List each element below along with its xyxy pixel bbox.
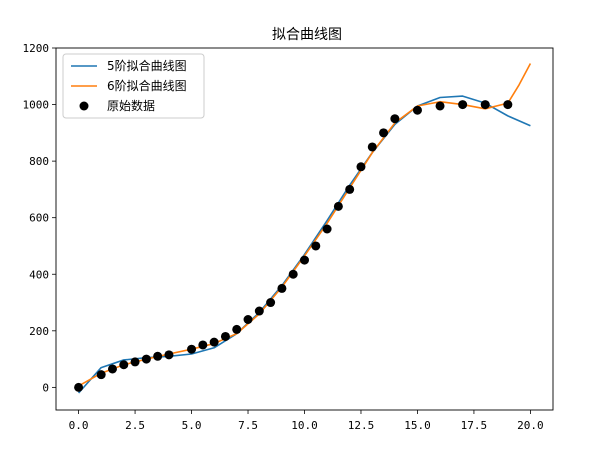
raw-data-point [220,331,230,341]
x-tick-label: 7.5 [238,419,258,432]
raw-data-point [198,340,208,350]
raw-data-point [435,101,445,111]
raw-data-point [130,357,140,367]
raw-data-point [74,382,84,392]
raw-data-point [107,364,117,374]
raw-data-point [232,324,242,334]
raw-data-point [458,100,468,110]
y-tick-label: 1000 [23,99,50,112]
raw-data-point [379,128,389,138]
raw-data-point [503,100,513,110]
x-tick-label: 0.0 [69,419,89,432]
raw-data-point [141,354,151,364]
raw-data-point [164,350,174,360]
raw-data-point [119,360,129,370]
raw-data-point [277,283,287,293]
x-tick-label: 20.0 [517,419,544,432]
raw-data-point [390,114,400,124]
raw-data-point [333,201,343,211]
y-tick-label: 600 [29,212,49,225]
raw-data-point [356,162,366,172]
x-tick-label: 5.0 [182,419,202,432]
raw-data-point [187,344,197,354]
series-layer [74,63,532,394]
x-tick-label: 10.0 [291,419,318,432]
raw-data-point [367,142,377,152]
raw-data-point [311,241,321,251]
raw-data-point [322,224,332,234]
raw-data-point [300,255,309,265]
legend-swatch-raw-data [79,101,89,111]
x-tick-label: 17.5 [461,419,488,432]
legend-label-6th-order: 6阶拟合曲线图 [107,78,187,93]
series-line-5th-order-fit [77,95,531,394]
raw-data-point [254,306,264,316]
x-tick-label: 2.5 [125,419,145,432]
raw-data-point [266,298,276,308]
legend-label-5th-order: 5阶拟合曲线图 [107,58,187,73]
y-tick-label: 200 [29,325,49,338]
y-tick-label: 1200 [23,42,50,55]
y-tick-label: 400 [29,268,49,281]
y-tick-label: 800 [29,155,49,168]
y-tick-label: 0 [42,381,49,394]
chart-title: 拟合曲线图 [272,27,342,43]
raw-data-point [345,184,355,194]
legend-label-raw-data: 原始数据 [107,98,155,113]
legend-box [62,53,205,119]
raw-data-point [480,100,490,110]
raw-data-point [96,370,106,380]
y-axis: 0 200 400 600 800 1000 1200 [23,42,56,394]
x-tick-label: 12.5 [348,419,375,432]
raw-data-point [153,351,163,361]
x-axis: 0.0 2.5 5.0 7.5 10.0 12.5 15.0 17.5 20.0 [69,410,544,432]
x-tick-label: 15.0 [404,419,431,432]
raw-data-point [243,315,253,324]
raw-data-point [412,105,422,115]
legend: 5阶拟合曲线图 6阶拟合曲线图 原始数据 [62,53,205,119]
raw-data-point [209,337,219,347]
raw-data-point [288,269,298,279]
